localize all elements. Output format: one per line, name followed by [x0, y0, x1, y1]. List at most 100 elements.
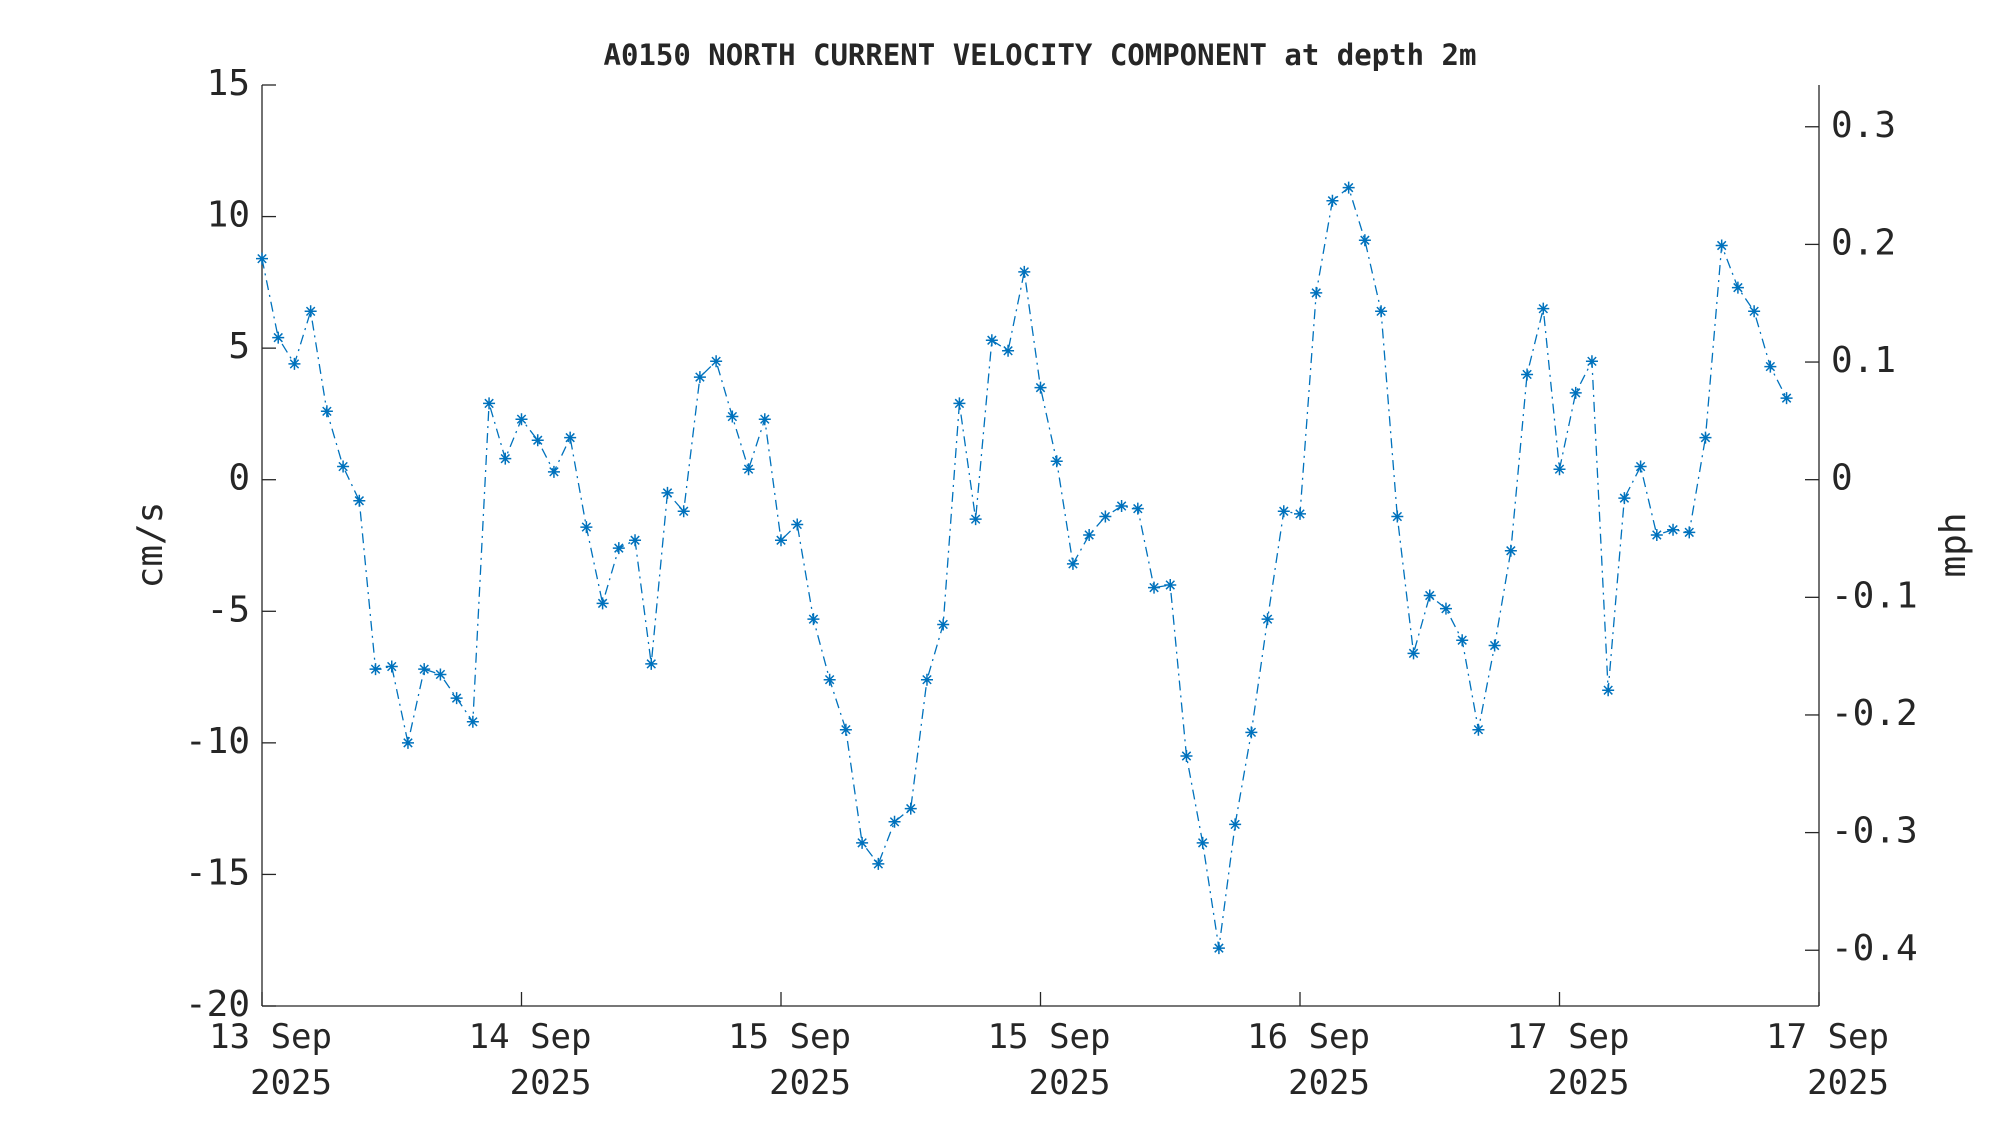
marker — [1569, 386, 1582, 399]
marker — [385, 660, 398, 673]
marker — [418, 663, 431, 676]
marker — [985, 334, 998, 347]
marker — [483, 397, 496, 410]
marker — [1439, 602, 1452, 615]
marker — [1634, 460, 1647, 473]
marker — [369, 663, 382, 676]
x-tick-label: 14 Sep 2025 — [468, 1017, 592, 1103]
marker — [596, 597, 609, 610]
marker — [839, 723, 852, 736]
y2-tick-label: 0.2 — [1831, 222, 1896, 263]
marker — [564, 431, 577, 444]
y-tick-label: 10 — [207, 195, 250, 236]
marker — [612, 542, 625, 555]
marker — [1212, 942, 1225, 955]
marker — [1699, 431, 1712, 444]
marker — [1521, 368, 1534, 381]
marker — [1002, 344, 1015, 357]
y2-tick-label: -0.4 — [1831, 928, 1918, 969]
marker — [466, 715, 479, 728]
marker — [1423, 589, 1436, 602]
marker — [1358, 234, 1371, 247]
marker — [1131, 502, 1144, 515]
marker — [1245, 726, 1258, 739]
y2-tick-label: -0.1 — [1831, 575, 1918, 616]
marker — [758, 413, 771, 426]
marker — [337, 460, 350, 473]
x-tick-label: 17 Sep 2025 — [1506, 1017, 1630, 1103]
marker — [256, 252, 268, 265]
marker — [1731, 281, 1744, 294]
x-tick-label: 17 Sep 2025 — [1766, 1017, 1889, 1103]
marker — [272, 331, 285, 344]
marker — [645, 657, 658, 670]
marker — [288, 357, 301, 370]
marker — [1391, 510, 1404, 523]
marker — [1099, 510, 1112, 523]
y2-tick-label: 0 — [1831, 458, 1853, 499]
chart-title: A0150 NORTH CURRENT VELOCITY COMPONENT a… — [604, 38, 1477, 72]
marker — [1504, 544, 1517, 557]
marker — [1537, 302, 1550, 315]
marker — [856, 836, 869, 849]
marker — [320, 405, 333, 418]
marker — [1618, 492, 1631, 505]
marker — [710, 355, 723, 368]
marker — [823, 673, 836, 686]
marker — [953, 397, 966, 410]
marker — [742, 463, 755, 476]
marker — [515, 413, 528, 426]
marker — [1683, 526, 1696, 539]
y2-tick-label: 0.3 — [1831, 105, 1896, 146]
marker — [1667, 523, 1680, 536]
marker — [937, 618, 950, 631]
y-tick-label: 5 — [228, 326, 250, 367]
marker — [726, 410, 739, 423]
marker — [1764, 360, 1777, 373]
marker — [1326, 194, 1339, 207]
marker — [775, 534, 787, 547]
y2-tick-label: 0.1 — [1831, 340, 1896, 381]
marker — [1456, 634, 1469, 647]
marker — [1310, 286, 1323, 299]
marker — [1780, 392, 1793, 405]
marker — [872, 857, 885, 870]
y2-tick-label: -0.3 — [1831, 811, 1918, 852]
y2-axis-label: mph — [1933, 512, 1974, 577]
marker — [904, 802, 917, 815]
marker — [677, 505, 690, 518]
marker — [547, 465, 560, 478]
y-tick-label: -5 — [207, 589, 250, 630]
marker — [1034, 381, 1047, 394]
y-tick-label: -20 — [185, 984, 250, 1025]
marker — [1472, 723, 1485, 736]
marker — [693, 371, 706, 384]
marker — [499, 452, 512, 465]
marker — [1229, 818, 1242, 831]
marker — [1148, 581, 1161, 594]
marker — [1553, 463, 1566, 476]
marker — [1164, 578, 1177, 591]
marker — [1375, 305, 1388, 318]
marker — [888, 815, 901, 828]
y-tick-label: -15 — [185, 852, 250, 893]
y2-tick-label: -0.2 — [1831, 693, 1918, 734]
x-tick-label: 16 Sep 2025 — [1247, 1017, 1370, 1103]
marker — [1277, 505, 1290, 518]
y-axis-label: cm/s — [130, 502, 171, 589]
marker — [1715, 239, 1728, 252]
marker — [1748, 305, 1761, 318]
y-tick-label: 0 — [228, 458, 250, 499]
marker — [1407, 647, 1420, 660]
x-tick-label: 15 Sep 2025 — [987, 1017, 1111, 1103]
marker — [1050, 455, 1063, 468]
marker — [580, 521, 593, 534]
marker — [1083, 528, 1096, 541]
data-line — [261, 186, 1788, 949]
marker — [1488, 639, 1501, 652]
marker — [531, 434, 544, 447]
marker — [969, 513, 982, 526]
marker — [1180, 750, 1193, 763]
